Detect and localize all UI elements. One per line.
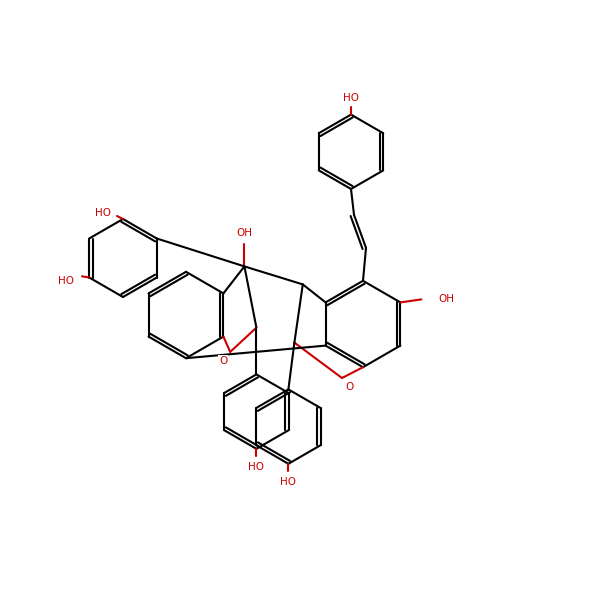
Text: OH: OH xyxy=(236,228,253,238)
Text: HO: HO xyxy=(248,462,265,472)
Text: HO: HO xyxy=(343,93,359,103)
Text: OH: OH xyxy=(438,295,454,304)
Text: HO: HO xyxy=(280,477,296,487)
Text: O: O xyxy=(345,382,353,392)
Text: O: O xyxy=(219,356,227,366)
Text: HO: HO xyxy=(95,208,111,218)
Text: HO: HO xyxy=(58,275,74,286)
